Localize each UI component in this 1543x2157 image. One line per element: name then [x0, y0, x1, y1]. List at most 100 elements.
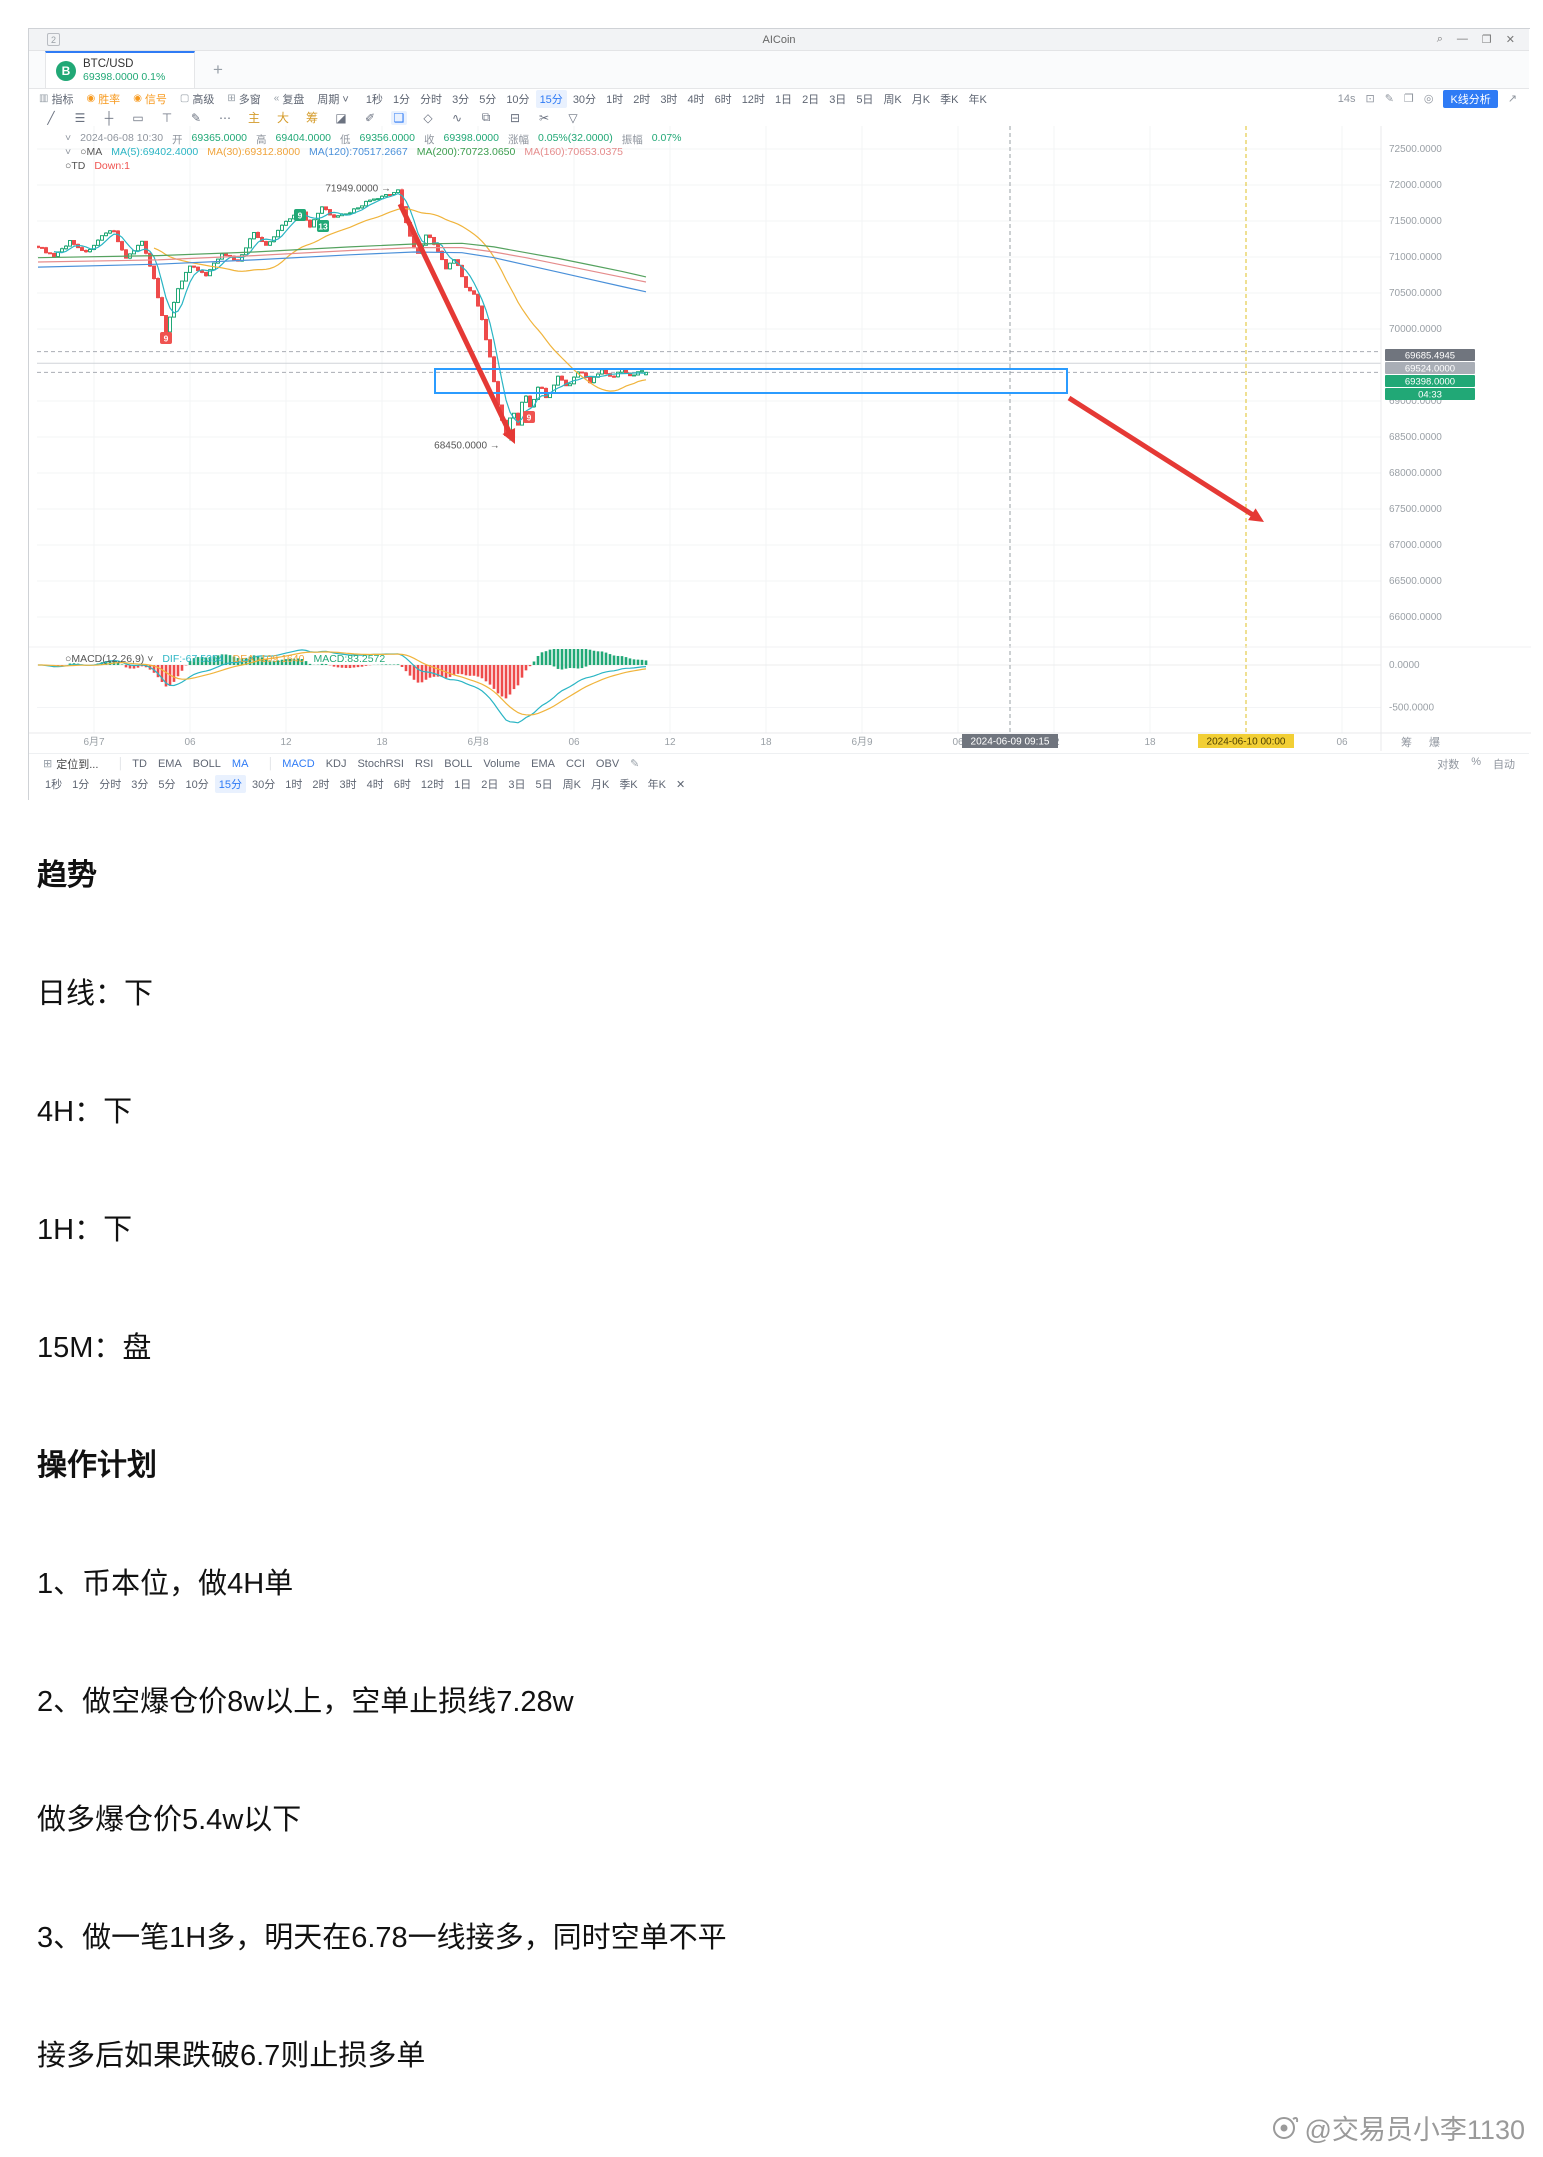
toolbar-item-指标[interactable]: ▥ 指标 [39, 91, 73, 107]
sub-indicator-KDJ[interactable]: KDJ [325, 757, 347, 770]
toolbar-right-icon-2[interactable]: ❐ [1403, 93, 1414, 105]
draw-tool-18[interactable]: ▽ [568, 110, 578, 125]
timeframe-季K[interactable]: 季K [940, 93, 959, 106]
timeframe-6时[interactable]: 6时 [714, 93, 732, 106]
timeframe-5分[interactable]: 5分 [158, 779, 176, 791]
timeframe-季K[interactable]: 季K [619, 779, 638, 791]
kline-analysis-button[interactable]: K线分析 [1443, 89, 1498, 108]
price-chart[interactable]: 72500.0000 72000.0000 71500.0000 71000.0000… [29, 29, 1531, 801]
sub-indicator-StochRSI[interactable]: StochRSI [357, 757, 404, 770]
draw-tool-6[interactable]: ⋯ [219, 110, 231, 125]
window-control-restore[interactable]: ❐ [1481, 34, 1492, 46]
draw-tool-1[interactable]: ☰ [74, 110, 86, 125]
timeframe-周K[interactable]: 周K [883, 93, 902, 106]
scale-mode-自动[interactable]: 自动 [1493, 758, 1515, 771]
timeframe-2日[interactable]: 2日 [481, 779, 499, 791]
timeframe-12时[interactable]: 12时 [420, 779, 445, 791]
timeframe-2时[interactable]: 2时 [312, 779, 330, 791]
draw-tool-9[interactable]: 筹 [305, 111, 318, 125]
draw-tool-7[interactable]: 主 [247, 111, 260, 125]
window-control-search[interactable]: ⌕ [1436, 33, 1443, 45]
timeframe-分时[interactable]: 分时 [420, 93, 443, 106]
overlay-MA[interactable]: MA [231, 757, 249, 770]
sub-indicator-BOLL[interactable]: BOLL [444, 757, 473, 770]
draw-tool-13[interactable]: ◇ [423, 110, 433, 125]
timeframe-6时[interactable]: 6时 [393, 779, 411, 791]
add-tab-button[interactable]: + [213, 59, 223, 79]
draw-tool-12[interactable]: ❑ [391, 110, 407, 125]
timeframe-周K[interactable]: 周K [562, 779, 581, 791]
timeframe-5日[interactable]: 5日 [535, 779, 553, 791]
timeframe-1日[interactable]: 1日 [454, 779, 472, 791]
sub-indicator-Volume[interactable]: Volume [483, 757, 521, 770]
timeframe-年K[interactable]: 年K [647, 779, 666, 791]
timeframe-15分[interactable]: 15分 [214, 775, 246, 793]
timeframe-3分[interactable]: 3分 [452, 93, 470, 106]
sub-indicator-MACD[interactable]: MACD [282, 757, 315, 770]
toolbar-item-信号[interactable]: ◉ 信号 [133, 91, 167, 107]
draw-tool-3[interactable]: ▭ [132, 110, 144, 125]
toolbar-right-icon-0[interactable]: ⊡ [1365, 93, 1375, 105]
toolbar-item-复盘[interactable]: «复盘 [274, 91, 305, 107]
toolbar-item-周期 ˅[interactable]: 周期 ˅ [317, 91, 348, 107]
overlay-BOLL[interactable]: BOLL [192, 757, 221, 770]
toolbar-right-icon-1[interactable]: ✎ [1384, 93, 1394, 105]
share-icon[interactable]: ↗ [1507, 93, 1517, 105]
overlay-TD[interactable]: TD [132, 757, 147, 770]
timeframe-1秒[interactable]: 1秒 [365, 93, 383, 106]
toolbar-item-胜率[interactable]: ◉ 胜率 [86, 91, 120, 107]
draw-tool-8[interactable]: 大 [276, 111, 289, 125]
timeframe-3日[interactable]: 3日 [829, 93, 847, 106]
timeframe-10分[interactable]: 10分 [506, 93, 530, 106]
timeframe-4时[interactable]: 4时 [366, 779, 384, 791]
toolbar-right-icon-3[interactable]: ◎ [1423, 93, 1434, 105]
draw-tool-5[interactable]: ✎ [190, 110, 202, 125]
timeframe-3日[interactable]: 3日 [508, 779, 526, 791]
sub-indicator-EMA[interactable]: EMA [531, 757, 555, 770]
axis-button-爆[interactable]: 爆 [1429, 735, 1440, 749]
locate-button[interactable]: 定位到... [56, 758, 99, 771]
draw-tool-15[interactable]: ⧉ [481, 110, 491, 124]
draw-tool-17[interactable]: ✂ [538, 110, 550, 125]
trend-arrow[interactable] [397, 202, 513, 437]
draw-tool-2[interactable]: ┼ [104, 110, 114, 125]
timeframe-12时[interactable]: 12时 [741, 93, 765, 106]
window-control-close[interactable]: ✕ [1505, 34, 1515, 46]
scale-mode-对数[interactable]: 对数 [1437, 758, 1460, 771]
sub-indicator-OBV[interactable]: OBV [595, 757, 620, 770]
overlay-EMA[interactable]: EMA [157, 757, 182, 770]
toolbar-item-多窗[interactable]: ⊞ 多窗 [227, 91, 260, 107]
timeframe-30分[interactable]: 30分 [572, 93, 597, 106]
timeframe-30分[interactable]: 30分 [252, 779, 276, 791]
timeframe-3时[interactable]: 3时 [339, 779, 357, 791]
timeframe-5分[interactable]: 5分 [479, 93, 497, 106]
timeframe-1分[interactable]: 1分 [72, 779, 90, 791]
timeframe-1时[interactable]: 1时 [285, 779, 303, 791]
timeframe-年K[interactable]: 年K [968, 93, 987, 106]
timeframe-1秒[interactable]: 1秒 [45, 779, 63, 791]
timeframe-2时[interactable]: 2时 [633, 93, 651, 106]
timeframe-2日[interactable]: 2日 [802, 93, 820, 106]
timeframe-3时[interactable]: 3时 [660, 93, 678, 106]
timeframe-1分[interactable]: 1分 [392, 93, 411, 106]
axis-button-筹[interactable]: 筹 [1401, 735, 1412, 749]
draw-tool-14[interactable]: ∿ [451, 110, 463, 125]
close-timeframe-bar-icon[interactable]: ✕ [676, 778, 686, 791]
tab-btcusd[interactable]: B BTC/USD 69398.0000 0.1% [45, 51, 195, 88]
timeframe-月K[interactable]: 月K [911, 93, 931, 106]
timeframe-1日[interactable]: 1日 [774, 93, 793, 106]
sub-indicator-RSI[interactable]: RSI [414, 757, 434, 770]
draw-tool-4[interactable]: ⊤ [161, 110, 173, 125]
trend-arrow[interactable] [1067, 395, 1257, 519]
draw-tool-0[interactable]: ╱ [47, 110, 55, 125]
toolbar-item-高级[interactable]: ▢ 高级 [180, 91, 214, 107]
timeframe-5日[interactable]: 5日 [856, 93, 874, 106]
draw-tool-16[interactable]: ⊟ [509, 110, 521, 125]
scale-mode-%[interactable]: % [1471, 755, 1481, 768]
draw-tool-10[interactable]: ◪ [335, 110, 347, 125]
timeframe-10分[interactable]: 10分 [185, 779, 209, 791]
edit-indicators-icon[interactable]: ✎ [630, 758, 640, 770]
timeframe-分时[interactable]: 分时 [99, 779, 122, 791]
draw-tool-11[interactable]: ✐ [364, 110, 376, 125]
timeframe-3分[interactable]: 3分 [131, 779, 149, 791]
